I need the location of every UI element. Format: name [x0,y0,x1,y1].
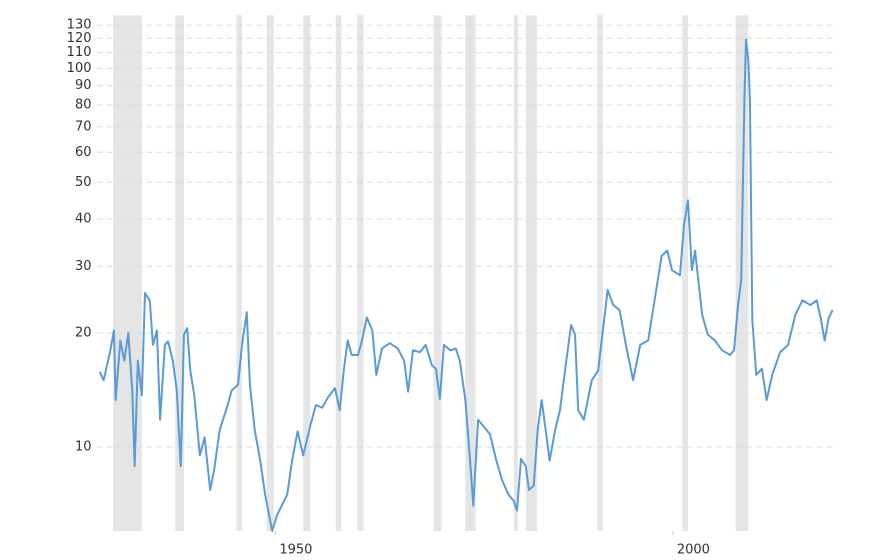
y-tick-label: 60 [75,145,92,160]
y-tick-label: 80 [75,97,92,112]
y-tick-label: 70 [75,119,92,134]
y-tick-label: 50 [75,175,92,190]
y-tick-label: 110 [67,45,92,60]
y-tick-label: 90 [75,78,92,93]
recession-band [465,15,476,532]
y-tick-label: 100 [67,61,92,76]
y-tick-label: 120 [67,31,92,46]
y-tick-label: 20 [75,325,92,340]
recession-band [303,15,311,532]
y-tick-label: 10 [75,439,92,454]
pe-line [98,38,834,532]
y-tick-label: 40 [75,211,92,226]
x-tick-label: 1950 [279,543,312,558]
recession-band [236,15,242,532]
x-tick-label: 2000 [677,543,710,558]
y-tick-label: 30 [75,259,92,274]
recession-band [357,15,364,532]
recession-band [597,15,603,532]
recession-band [513,15,518,532]
recession-band [113,15,142,532]
recession-band [266,15,274,532]
recession-band [175,15,184,532]
recession-band [335,15,342,532]
recession-band [433,15,442,532]
recession-band [525,15,537,532]
y-tick-label: 130 [67,18,92,33]
recession-band [682,15,688,532]
